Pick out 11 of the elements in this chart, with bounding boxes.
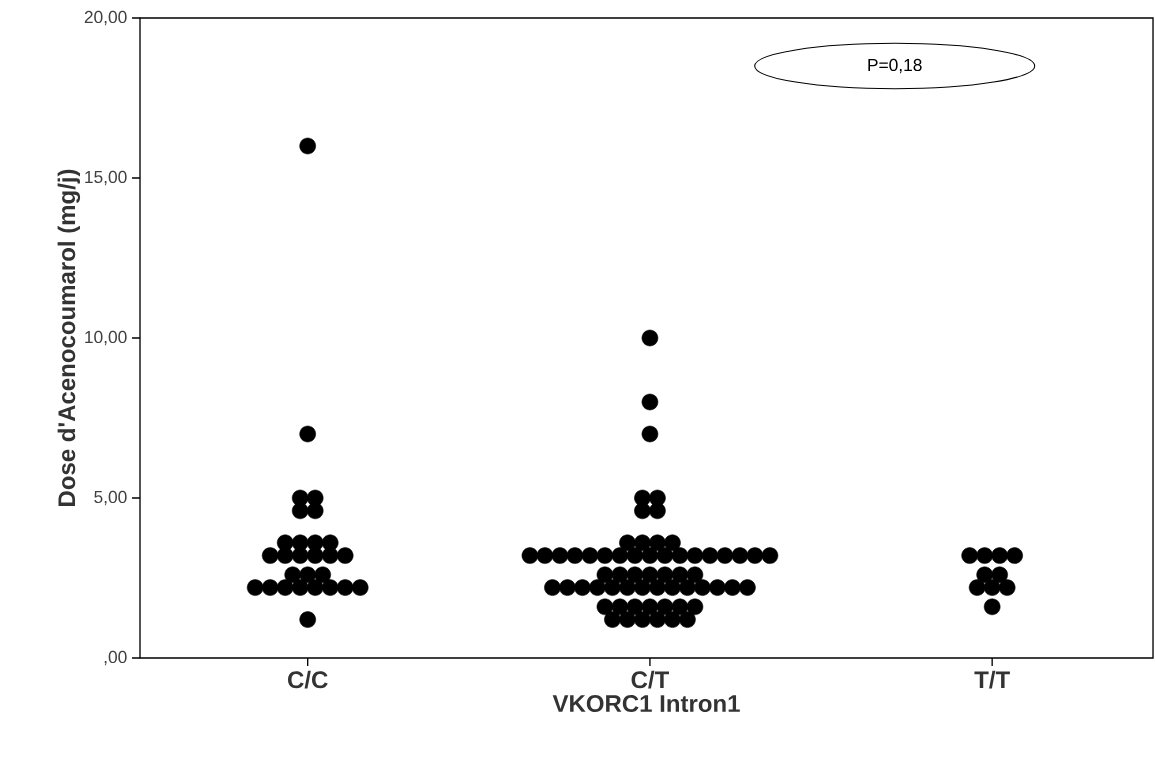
y-axis-title: Dose d'Acenocoumarol (mg/j) (57, 169, 81, 506)
x-axis-title: VKORC1 Intron1 (552, 695, 740, 713)
y-tick-label: 10,00 (85, 330, 127, 346)
y-tick-label: 5,00 (94, 490, 127, 506)
y-tick-label: ,00 (104, 650, 127, 666)
annotation: P=0,18 (868, 58, 922, 74)
x-tick-label: T/T (974, 670, 1010, 689)
y-tick-label: 15,00 (85, 170, 127, 186)
x-tick-label: C/T (631, 670, 670, 689)
y-tick-label: 20,00 (84, 10, 127, 26)
x-tick-label: C/C (288, 670, 328, 689)
